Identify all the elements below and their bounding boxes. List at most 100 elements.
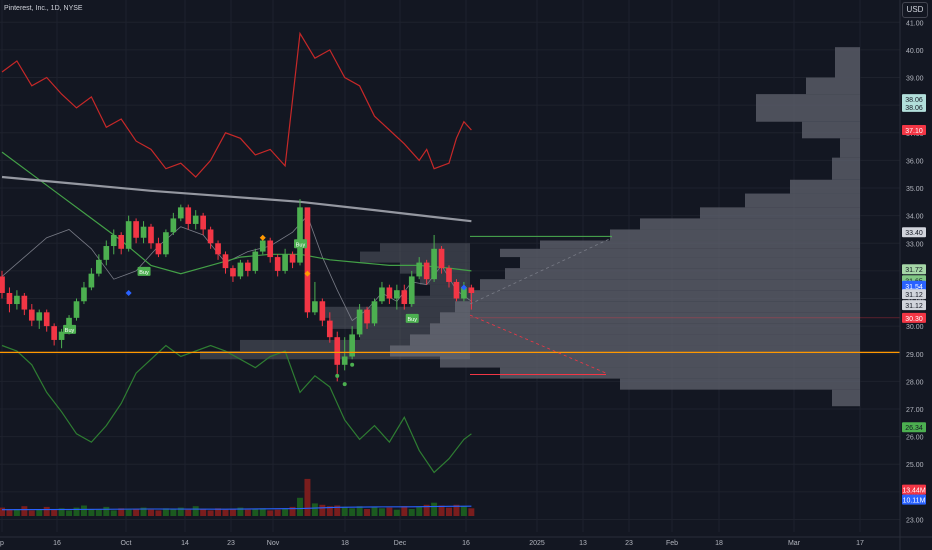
volume-bar [162,508,169,516]
profile-bar [806,77,860,95]
volume-bar [446,507,452,516]
volume-bar [349,508,356,516]
candle-body [267,240,274,258]
profile-bar-inner [320,306,470,318]
price-axis-tag [902,125,926,136]
candle-body [222,254,229,269]
candle-body [408,276,415,305]
profile-bar [832,157,860,180]
candle-body [110,234,117,247]
price-axis-tag [902,422,926,433]
price-axis-tag-text: 31.12 [905,292,923,299]
candle-body [259,240,266,252]
volume-bar [311,503,318,516]
volume-bar [229,509,236,516]
volume-bar [28,510,35,516]
price-axis-tag-text: 30.30 [905,316,923,323]
volume-bar [468,508,475,516]
candle-body [36,312,43,321]
volume-bar [341,506,348,516]
profile-bar [540,240,860,249]
profile-bar [790,179,860,194]
volume-bar [200,509,207,516]
candle-body [230,268,236,277]
volume-bar [95,509,102,516]
candle-body [386,287,393,299]
price-axis-tag-text: 38.06 [905,97,923,104]
volume-bar [21,506,28,516]
volume-bar [416,506,423,516]
candle-body [349,334,355,357]
price-axis[interactable]: 41.0040.0039.0038.0037.0036.0035.0034.00… [899,0,926,550]
candle-body [185,207,192,224]
candle-body [416,262,423,277]
profile-bar [440,356,860,368]
candle-body [177,207,184,219]
candle-body [81,287,87,302]
currency-button[interactable]: USD [902,2,928,18]
profile-bar [430,323,860,335]
signal-dot [342,382,347,387]
candle-body [446,268,452,282]
x-tick-label: Dec [394,540,407,547]
price-axis-tag [902,300,926,311]
y-tick-label: 34.00 [906,214,924,221]
profile-bar [840,138,860,158]
candle-body [96,259,102,274]
x-tick-label: 16 [53,540,61,547]
candle-body [215,243,221,255]
candle-body [341,356,348,365]
x-tick-label: 16 [462,540,470,547]
price-axis-tag [902,280,926,291]
volume-bar [438,505,445,516]
candle-body [245,262,251,271]
volume-bar [259,508,266,516]
profile-bar [835,47,860,78]
profile-bar-inner [360,328,470,340]
x-tick-label: 13 [579,540,587,547]
candle-body [379,287,385,302]
volume-bar [237,507,244,516]
profile-bar [520,257,860,269]
candle-body [192,215,199,224]
buy-signal-badge [405,313,419,323]
profile-bar-inner [360,251,470,263]
candle-body [423,262,430,280]
time-axis[interactable]: p 16 Oct 14 23 Nov 18 Dec 16 2025 13 23 Feb 18 Mar 17 [0,536,932,547]
profile-bar [620,378,860,390]
signal-diamond [460,284,467,291]
volume-bar [140,507,147,516]
price-axis-tag-text: 10.11M [903,498,926,505]
candle-body [88,273,95,288]
price-axis-tag [902,94,926,105]
candle-body [453,281,460,299]
volume-bar [222,509,229,516]
profile-bar-inner [410,295,470,307]
x-tick-label: p [0,540,4,547]
volume-bar [244,509,251,516]
candle-body [73,301,80,318]
profile-bar [455,301,860,313]
candle-body [21,295,28,310]
volume-bar [371,506,378,516]
candle-body [148,226,154,244]
upper-band-line [1,31,472,178]
volume-bar [364,509,371,516]
volume-bar [118,508,125,516]
volume-bar [297,497,303,516]
volume-bar [319,504,326,516]
candle-body [103,246,110,260]
volume-bar [274,509,281,516]
profile-bar-inner [380,243,470,252]
price-axis-tag [902,312,926,323]
price-axis-tag [902,101,926,112]
candle-body [252,251,259,271]
y-tick-label: 33.00 [906,241,924,248]
profile-bar [610,229,860,241]
volume-bar [110,510,117,516]
volume-bar [215,508,222,516]
profile-bar [505,268,860,280]
y-tick-label: 40.00 [906,48,924,55]
candle-body [43,312,50,327]
